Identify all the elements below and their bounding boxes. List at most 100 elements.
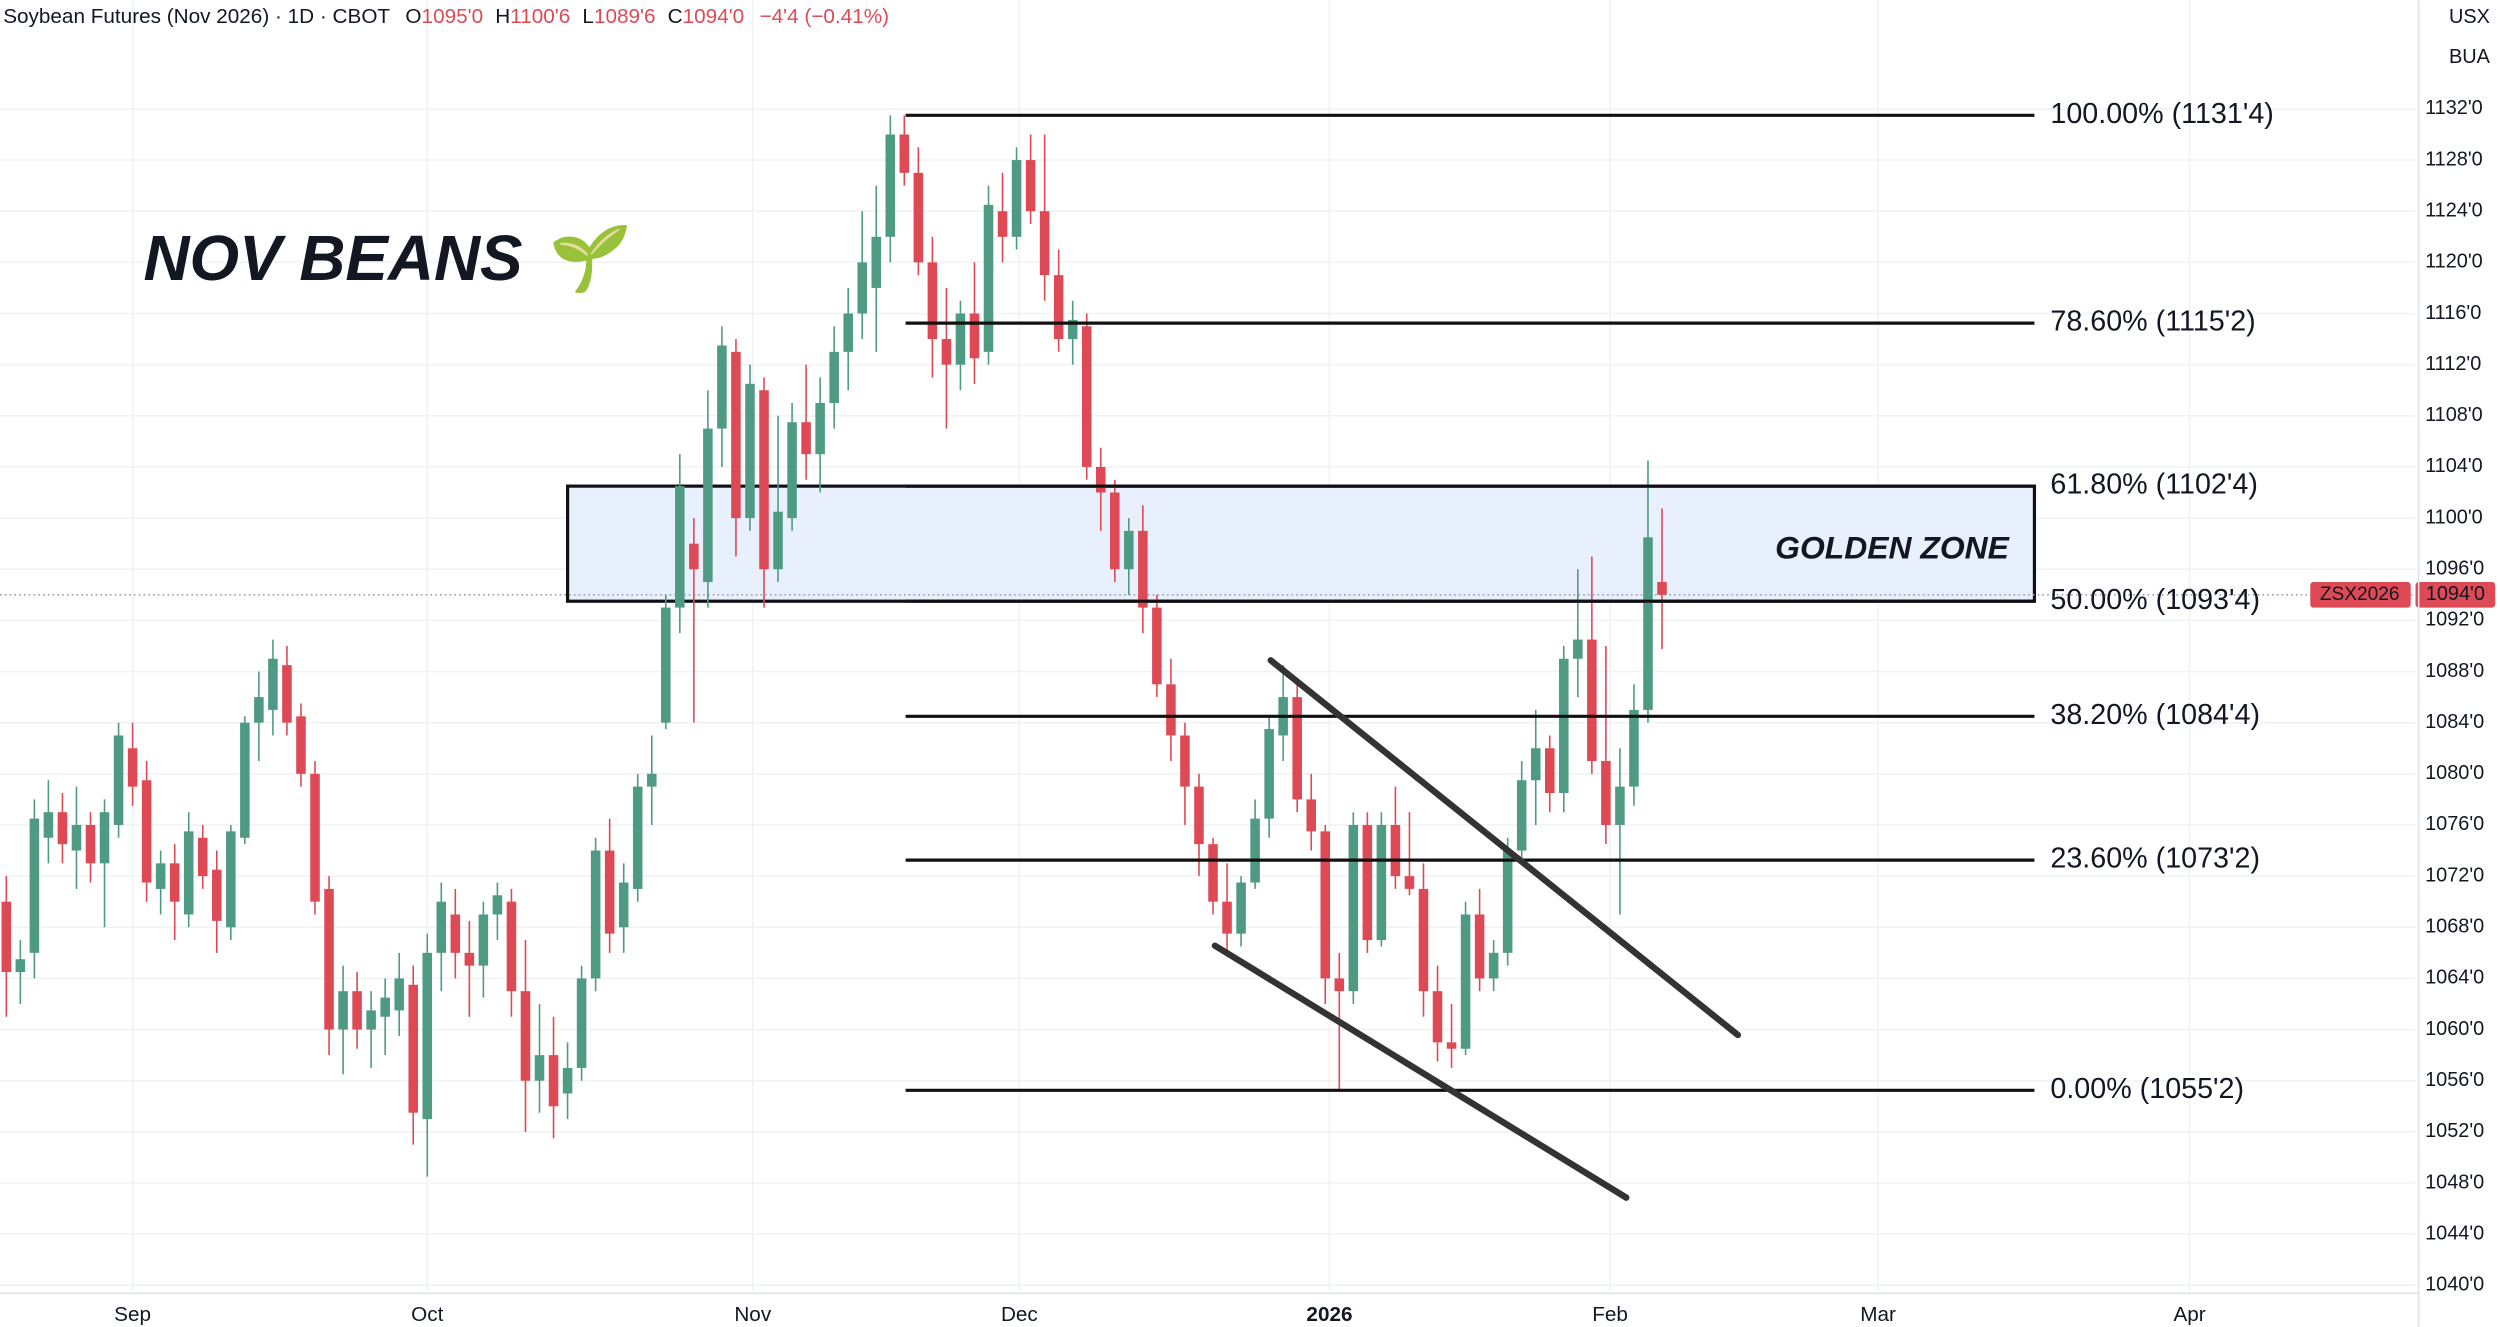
candle-body [310, 773, 320, 902]
candle-body [857, 262, 867, 314]
candle-body [520, 991, 531, 1081]
candle-body [717, 345, 727, 429]
chart-title: NOV BEANS 🌱 [143, 222, 630, 294]
candle-body [941, 339, 952, 365]
candle-body [801, 422, 811, 455]
ohlc-value: 1095'0 [422, 5, 484, 28]
symbol: ZSX2026 [2320, 584, 2400, 605]
candle-body [646, 773, 657, 787]
ohlc-key: H [495, 5, 510, 28]
candle-body [1516, 780, 1527, 851]
candle-body [1011, 160, 1022, 237]
candle-body [885, 134, 896, 237]
y-tick-label: 1048'0 [2425, 1171, 2484, 1193]
candle-body [759, 390, 769, 570]
candle-body [15, 959, 26, 973]
candle-body [576, 978, 587, 1068]
candle-body [422, 952, 433, 1120]
y-tick-label: 1088'0 [2425, 660, 2484, 682]
candle-body [1250, 818, 1260, 883]
y-tick-label: 1060'0 [2425, 1018, 2484, 1040]
price-tag-label: 1094'0 [2426, 583, 2485, 605]
candle-body [183, 831, 194, 915]
fib-label: 50.00% (1093'4) [2050, 584, 2260, 616]
candle-body [1110, 492, 1120, 570]
x-tick-label: Mar [1860, 1303, 1896, 1326]
candle-body [436, 901, 447, 953]
candle-body [913, 172, 924, 263]
candle-body [1474, 914, 1485, 979]
candle-body [1404, 876, 1415, 889]
candle-body [1432, 991, 1443, 1043]
candle-body [1530, 748, 1541, 781]
candle-body [927, 262, 938, 340]
candle-body [604, 850, 615, 934]
candle-body [71, 824, 82, 851]
candle-body [1306, 799, 1317, 832]
candle-body [871, 236, 882, 288]
candle-body [1362, 824, 1373, 941]
candle-body [1292, 697, 1302, 800]
candle-body [1152, 607, 1162, 685]
y-tick-label: 1084'0 [2425, 711, 2484, 733]
x-tick-label: Apr [2173, 1303, 2205, 1326]
candle-body [1601, 761, 1611, 825]
change: −4'4 (−0.41%) [760, 5, 890, 28]
y-tick-label: 1056'0 [2425, 1069, 2484, 1091]
y-tick-label: 1052'0 [2425, 1120, 2484, 1142]
candle-body [562, 1067, 573, 1094]
candle-body [773, 511, 783, 570]
candle-body [338, 991, 348, 1030]
y-tick-label: 1128'0 [2425, 148, 2483, 170]
candle-body [843, 313, 853, 352]
y-tick-label: 1112'0 [2425, 353, 2481, 375]
y-tick-label: 1092'0 [2425, 609, 2484, 631]
ohlc-value: 1100'6 [510, 5, 570, 28]
x-tick-label: Nov [734, 1303, 771, 1326]
golden-zone [566, 484, 2037, 603]
candle-body [113, 735, 124, 825]
symbol-tag [2310, 582, 2411, 608]
candle-body [1629, 709, 1639, 787]
ohlc-value: 1094'0 [683, 5, 745, 28]
candle-body [127, 748, 138, 787]
candle-body [1573, 639, 1583, 659]
candle-body [997, 211, 1008, 237]
y-tick-label: 1068'0 [2425, 916, 2484, 938]
candle-body [43, 812, 54, 838]
candle-body [155, 863, 166, 889]
candle-body [745, 383, 755, 519]
candle-body [534, 1055, 545, 1081]
candle-body [590, 850, 601, 979]
x-tick-label: Sep [114, 1303, 151, 1326]
subtitle: Soybean Futures (Nov 2026) · 1D · CBOT [3, 5, 390, 28]
candle-body [1376, 824, 1387, 941]
y-tick-label: 1132'0 [2425, 97, 2483, 119]
candle-body [1418, 888, 1429, 992]
candle-body [1194, 786, 1204, 845]
candle-body [1166, 684, 1176, 736]
candle-body [632, 786, 643, 889]
candle-body [1587, 639, 1597, 762]
candle-body [57, 812, 68, 845]
candle-body [1460, 914, 1471, 1049]
candle-body [29, 818, 40, 953]
candle-body [899, 134, 910, 173]
candle-body [1502, 850, 1513, 953]
x-tick-label: Dec [1001, 1303, 1038, 1326]
candle-body [969, 313, 980, 359]
candle-body [548, 1055, 559, 1107]
candle-body [815, 403, 825, 455]
candle-body [1488, 952, 1499, 979]
x-tick-label: Oct [411, 1303, 443, 1326]
candle-body [675, 486, 685, 608]
candle-body [1053, 275, 1064, 340]
y-tick-label: 1120'0 [2425, 251, 2483, 273]
y-tick-label: 1100'0 [2425, 506, 2483, 528]
candle-body [1559, 658, 1569, 794]
candle-body [268, 658, 278, 710]
y-tick-label: 1080'0 [2425, 762, 2484, 784]
y-tick-label: 1040'0 [2425, 1274, 2484, 1296]
candle-body [366, 1010, 376, 1030]
